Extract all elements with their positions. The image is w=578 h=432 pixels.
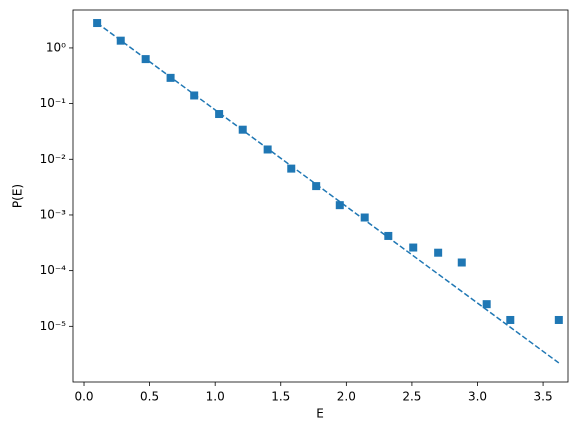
y-tick-label: 10⁻⁴ [40, 263, 67, 277]
x-tick-label: 2.0 [337, 390, 356, 404]
data-point [335, 201, 344, 210]
x-tick-label: 0.0 [74, 390, 93, 404]
y-tick-label: 10⁰ [46, 40, 66, 54]
data-point [434, 248, 443, 257]
data-point [482, 300, 491, 309]
data-point [190, 91, 199, 100]
x-tick-label: 2.5 [402, 390, 421, 404]
data-point [384, 231, 393, 240]
y-tick-label: 10⁻¹ [40, 96, 67, 110]
data-point [215, 110, 224, 119]
data-point [287, 164, 296, 173]
x-axis-label: E [316, 407, 324, 421]
data-point [409, 243, 418, 252]
data-point [506, 315, 515, 324]
x-tick-label: 0.5 [140, 390, 159, 404]
y-tick-label: 10⁻³ [40, 207, 67, 221]
data-point [360, 213, 369, 222]
y-tick-label: 10⁻² [40, 152, 67, 166]
axes-frame [72, 9, 569, 383]
data-point [457, 258, 466, 267]
data-point [554, 315, 563, 324]
x-tick-label: 3.5 [534, 390, 553, 404]
x-tick-label: 1.5 [271, 390, 290, 404]
x-tick-label: 3.0 [468, 390, 487, 404]
y-tick-label: 10⁻⁵ [40, 319, 67, 333]
fit-line [96, 22, 560, 364]
y-axis-label: P(E) [11, 184, 25, 208]
data-point [312, 182, 321, 191]
x-tick-label: 1.0 [206, 390, 225, 404]
